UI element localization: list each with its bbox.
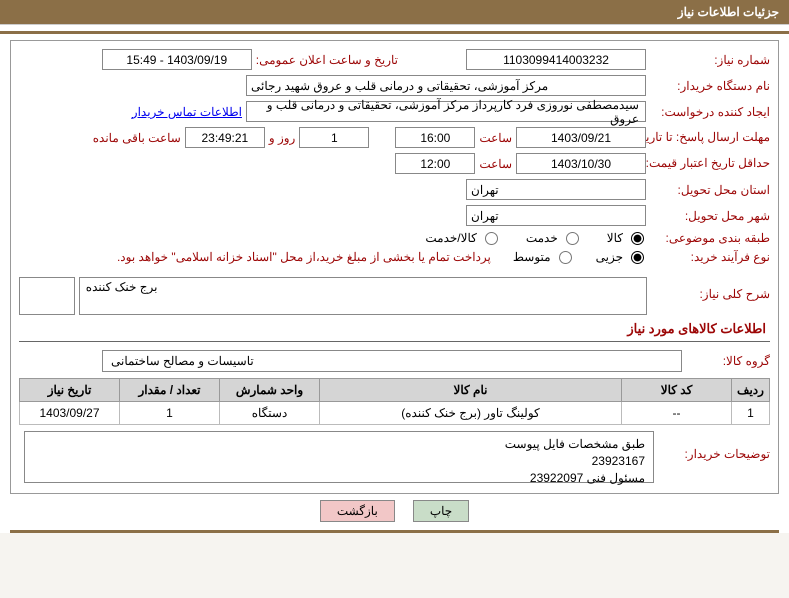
label-overall: شرح کلی نیاز: bbox=[651, 277, 771, 301]
label-group: گروه کالا: bbox=[690, 354, 770, 368]
row-category: طبقه بندی موضوعی: کالا خدمت کالا/خدمت bbox=[19, 231, 770, 245]
label-creator: ایجاد کننده درخواست: bbox=[650, 105, 770, 119]
page-title: جزئیات اطلاعات نیاز bbox=[678, 5, 779, 19]
field-validity-time: 12:00 bbox=[395, 153, 475, 174]
divider-top bbox=[0, 31, 789, 34]
field-city: تهران bbox=[466, 205, 646, 226]
notes-line3: مسئول فنی 23922097 bbox=[33, 470, 645, 487]
th-unit: واحد شمارش bbox=[220, 379, 320, 402]
label-city: شهر محل تحویل: bbox=[650, 209, 770, 223]
label-validity: حداقل تاریخ اعتبار قیمت: تا تاریخ: bbox=[650, 156, 770, 170]
th-qty: تعداد / مقدار bbox=[120, 379, 220, 402]
radio-partial-label: جزیی bbox=[596, 250, 623, 264]
table-row: 1 -- کولینگ تاور (برج خنک کننده) دستگاه … bbox=[20, 402, 770, 425]
row-notes: توضیحات خریدار: طبق مشخصات فایل پیوست 23… bbox=[19, 431, 770, 483]
label-process: نوع فرآیند خرید: bbox=[650, 250, 770, 264]
label-province: استان محل تحویل: bbox=[650, 183, 770, 197]
group-value: تاسیسات و مصالح ساختمانی bbox=[111, 354, 254, 368]
row-city: شهر محل تحویل: تهران bbox=[19, 205, 770, 226]
label-hour-2: ساعت bbox=[479, 157, 512, 171]
row-deadline: مهلت ارسال پاسخ: تا تاریخ: 1403/09/21 سا… bbox=[19, 127, 770, 148]
label-number: شماره نیاز: bbox=[650, 53, 770, 67]
radio-medium-label: متوسط bbox=[513, 250, 551, 264]
radio-both[interactable] bbox=[485, 232, 498, 245]
th-idx: ردیف bbox=[732, 379, 770, 402]
radio-service[interactable] bbox=[566, 232, 579, 245]
td-name: کولینگ تاور (برج خنک کننده) bbox=[320, 402, 622, 425]
payment-note: پرداخت تمام یا بخشی از مبلغ خرید،از محل … bbox=[117, 250, 491, 264]
back-button[interactable]: بازگشت bbox=[320, 500, 395, 522]
field-overall-desc: برج خنک کننده bbox=[79, 277, 647, 315]
field-deadline-time: 16:00 bbox=[395, 127, 475, 148]
label-category: طبقه بندی موضوعی: bbox=[650, 231, 770, 245]
td-code: -- bbox=[622, 402, 732, 425]
table-header-row: ردیف کد کالا نام کالا واحد شمارش تعداد /… bbox=[20, 379, 770, 402]
label-days-and: روز و bbox=[269, 131, 296, 145]
row-process: نوع فرآیند خرید: جزیی متوسط پرداخت تمام … bbox=[19, 250, 770, 264]
details-panel: شماره نیاز: 1103099414003232 تاریخ و ساع… bbox=[10, 40, 779, 494]
field-validity-date: 1403/10/30 bbox=[516, 153, 646, 174]
row-group: گروه کالا: تاسیسات و مصالح ساختمانی bbox=[19, 350, 770, 372]
section-goods-title: اطلاعات کالاهای مورد نیاز bbox=[19, 321, 766, 337]
field-buyer: مرکز آموزشی، تحقیقاتی و درمانی قلب و عرو… bbox=[246, 75, 646, 96]
field-announce: 1403/09/19 - 15:49 bbox=[102, 49, 252, 70]
th-name: نام کالا bbox=[320, 379, 622, 402]
field-notes: طبق مشخصات فایل پیوست 23923167 مسئول فنی… bbox=[24, 431, 654, 483]
td-date: 1403/09/27 bbox=[20, 402, 120, 425]
td-idx: 1 bbox=[732, 402, 770, 425]
label-hour-1: ساعت bbox=[479, 131, 512, 145]
page-title-bar: جزئیات اطلاعات نیاز bbox=[0, 0, 789, 25]
row-number: شماره نیاز: 1103099414003232 تاریخ و ساع… bbox=[19, 49, 770, 70]
field-group: تاسیسات و مصالح ساختمانی bbox=[102, 350, 682, 372]
field-time-remaining: 23:49:21 bbox=[185, 127, 265, 148]
radio-goods[interactable] bbox=[631, 232, 644, 245]
radio-both-label: کالا/خدمت bbox=[425, 231, 476, 245]
th-date: تاریخ نیاز bbox=[20, 379, 120, 402]
page-container: جزئیات اطلاعات نیاز AriaTender.net شماره… bbox=[0, 0, 789, 533]
field-province: تهران bbox=[466, 179, 646, 200]
goods-table: ردیف کد کالا نام کالا واحد شمارش تعداد /… bbox=[19, 378, 770, 425]
label-announce: تاریخ و ساعت اعلان عمومی: bbox=[256, 53, 398, 67]
label-remaining-suffix: ساعت باقی مانده bbox=[93, 131, 181, 145]
radio-goods-label: کالا bbox=[607, 231, 623, 245]
row-creator: ایجاد کننده درخواست: سیدمصطفی نوروزی فرد… bbox=[19, 101, 770, 122]
row-province: استان محل تحویل: تهران bbox=[19, 179, 770, 200]
td-qty: 1 bbox=[120, 402, 220, 425]
radio-medium[interactable] bbox=[559, 251, 572, 264]
row-overall: شرح کلی نیاز: برج خنک کننده bbox=[19, 277, 770, 315]
button-row: چاپ بازگشت bbox=[0, 500, 789, 522]
label-buyer: نام دستگاه خریدار: bbox=[650, 79, 770, 93]
field-creator: سیدمصطفی نوروزی فرد کارپرداز مرکز آموزشی… bbox=[246, 101, 646, 122]
side-empty-box bbox=[19, 277, 75, 315]
notes-line2: 23923167 bbox=[33, 453, 645, 470]
print-button[interactable]: چاپ bbox=[413, 500, 469, 522]
link-contact[interactable]: اطلاعات تماس خریدار bbox=[132, 105, 242, 119]
radio-service-label: خدمت bbox=[526, 231, 558, 245]
field-days-remaining: 1 bbox=[299, 127, 369, 148]
td-unit: دستگاه bbox=[220, 402, 320, 425]
overall-desc-text: برج خنک کننده bbox=[86, 280, 158, 294]
radio-partial[interactable] bbox=[631, 251, 644, 264]
notes-line1: طبق مشخصات فایل پیوست bbox=[33, 436, 645, 453]
section-underline bbox=[19, 341, 770, 342]
row-buyer: نام دستگاه خریدار: مرکز آموزشی، تحقیقاتی… bbox=[19, 75, 770, 96]
label-deadline: مهلت ارسال پاسخ: تا تاریخ: bbox=[650, 130, 770, 144]
field-number: 1103099414003232 bbox=[466, 49, 646, 70]
divider-bottom bbox=[10, 530, 779, 533]
field-deadline-date: 1403/09/21 bbox=[516, 127, 646, 148]
label-notes: توضیحات خریدار: bbox=[660, 431, 770, 461]
row-validity: حداقل تاریخ اعتبار قیمت: تا تاریخ: 1403/… bbox=[19, 153, 770, 174]
th-code: کد کالا bbox=[622, 379, 732, 402]
